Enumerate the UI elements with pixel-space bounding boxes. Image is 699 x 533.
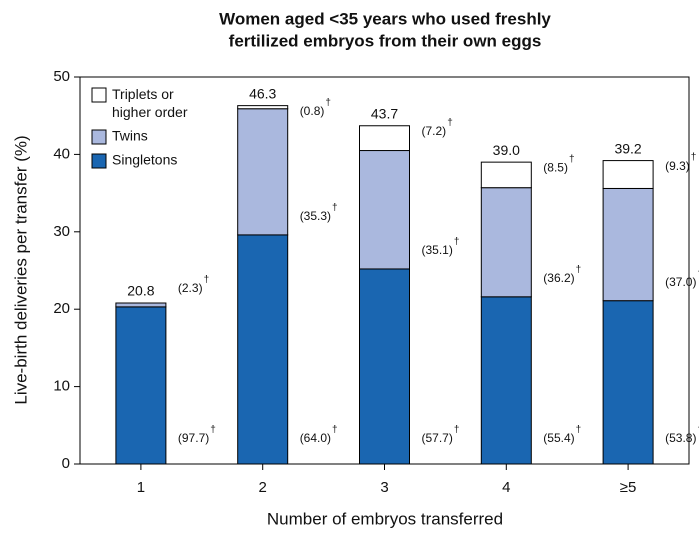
footnote-mark: † xyxy=(691,152,697,163)
y-tick-label: 10 xyxy=(53,378,70,395)
y-tick-label: 0 xyxy=(62,455,70,472)
share-label: (53.8) xyxy=(665,431,696,445)
x-tick-label: 2 xyxy=(259,479,267,496)
bar-segment xyxy=(237,105,289,110)
share-label: (36.2) xyxy=(543,271,574,285)
footnote-mark: † xyxy=(576,425,582,436)
share-label: (7.2) xyxy=(422,124,447,138)
total-label: 20.8 xyxy=(127,283,154,299)
bar-segment xyxy=(480,161,532,189)
share-label: (35.1) xyxy=(422,243,453,257)
footnote-mark: † xyxy=(454,425,460,436)
total-label: 43.7 xyxy=(371,105,398,121)
footnote-mark: † xyxy=(332,203,338,214)
share-label: (8.5) xyxy=(543,160,568,174)
total-label: 46.3 xyxy=(249,85,276,101)
legend-swatch xyxy=(91,87,107,103)
bar-segment xyxy=(602,187,654,302)
bar-segment xyxy=(115,302,167,308)
footnote-mark: † xyxy=(569,154,575,165)
footnote-mark: † xyxy=(332,425,338,436)
x-tick-label: ≥5 xyxy=(620,479,637,496)
bar-segment xyxy=(359,150,410,270)
footnote-mark: † xyxy=(454,237,460,248)
bar-segment xyxy=(480,187,532,298)
share-label: (97.7) xyxy=(178,431,209,445)
bar-segment xyxy=(602,160,654,189)
bar-segment xyxy=(359,125,410,152)
footnote-mark: † xyxy=(325,97,331,108)
bar-segment xyxy=(480,296,532,465)
footnote-mark: † xyxy=(204,275,210,286)
y-tick-label: 20 xyxy=(53,300,70,317)
y-tick-label: 50 xyxy=(53,68,70,85)
footnote-mark: † xyxy=(576,264,582,275)
chart-title: Women aged <35 years who used freshly xyxy=(219,9,551,28)
y-tick-label: 30 xyxy=(53,223,70,240)
chart-title: fertilized embryos from their own eggs xyxy=(229,31,542,50)
footnote-mark: † xyxy=(697,268,699,279)
share-label: (64.0) xyxy=(300,431,331,445)
x-tick-label: 4 xyxy=(502,479,510,496)
share-label: (55.4) xyxy=(543,431,574,445)
y-tick-label: 40 xyxy=(53,145,70,162)
footnote-mark: † xyxy=(210,425,216,436)
share-label: (37.0) xyxy=(665,275,696,289)
share-label: (2.3) xyxy=(178,281,203,295)
legend-label: Singletons xyxy=(112,152,177,168)
legend-label: Twins xyxy=(112,128,148,144)
y-axis-title: Live-birth deliveries per transfer (%) xyxy=(11,135,30,404)
total-label: 39.0 xyxy=(493,142,520,158)
share-label: (57.7) xyxy=(422,431,453,445)
bar-segment xyxy=(237,108,289,236)
bar-segment xyxy=(237,234,289,465)
bar-segment xyxy=(359,268,410,465)
share-label: (35.3) xyxy=(300,209,331,223)
x-axis-title: Number of embryos transferred xyxy=(267,509,503,528)
total-label: 39.2 xyxy=(614,140,641,156)
x-tick-label: 3 xyxy=(380,479,388,496)
footnote-mark: † xyxy=(447,117,453,128)
x-tick-label: 1 xyxy=(137,479,145,496)
share-label: (0.8) xyxy=(300,104,325,118)
legend-swatch xyxy=(91,153,107,169)
bar-segment xyxy=(115,306,167,465)
footnote-mark: † xyxy=(697,425,699,436)
share-label: (9.3) xyxy=(665,159,690,173)
legend-label: Triplets or higher order xyxy=(112,86,188,120)
legend-swatch xyxy=(91,129,107,145)
bar-segment xyxy=(602,300,654,465)
